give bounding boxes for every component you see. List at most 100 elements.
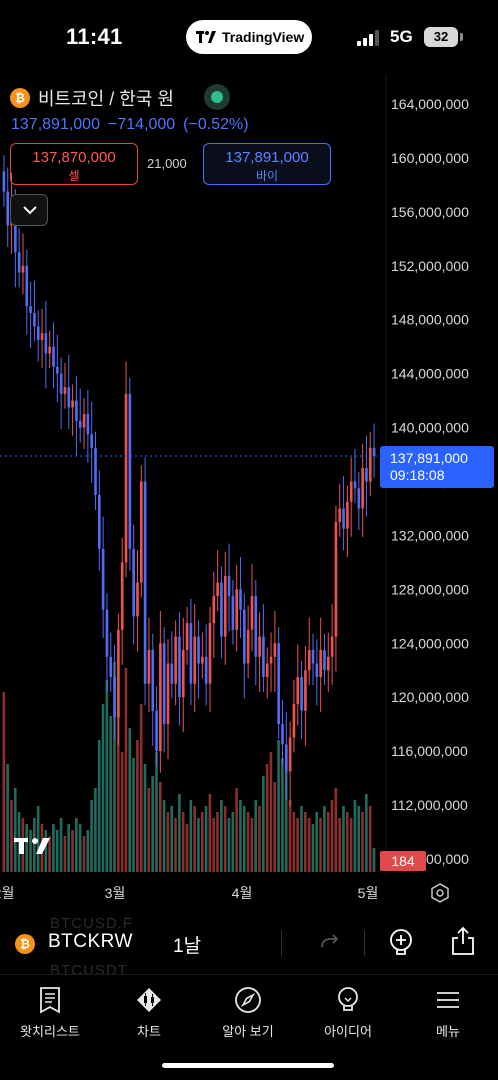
candle-body xyxy=(239,589,242,610)
volume-bar xyxy=(330,800,334,872)
volume-bar xyxy=(116,692,120,872)
volume-bar xyxy=(216,812,219,872)
status-time: 11:41 xyxy=(66,24,123,49)
chart-settings-icon[interactable] xyxy=(430,883,450,903)
candle-body xyxy=(216,582,219,597)
volume-bar xyxy=(284,770,288,872)
volume-bar xyxy=(97,740,101,872)
volume-bar xyxy=(212,818,216,872)
volume-bar xyxy=(52,824,55,872)
candle-body xyxy=(338,508,342,522)
candle-body xyxy=(269,656,273,664)
tab-label: 알아 보기 xyxy=(222,1024,274,1039)
volume-bar xyxy=(197,818,200,872)
volume-bar xyxy=(155,752,158,872)
buy-button[interactable]: 137,891,000 바이 xyxy=(203,143,331,185)
ghost-symbol-1: BTCUSD.F xyxy=(50,915,133,932)
volume-bar xyxy=(178,794,181,872)
candle-body xyxy=(71,400,74,408)
volume-bar xyxy=(101,704,105,872)
candle-body xyxy=(258,636,261,657)
candle-body xyxy=(285,744,288,772)
x-tick-label: 2월 xyxy=(0,885,14,901)
y-tick-label: 152,000,000 xyxy=(391,258,469,274)
candle-body xyxy=(372,447,376,457)
volume-bar xyxy=(262,776,265,872)
volume-bar xyxy=(292,812,296,872)
interval-button[interactable]: 1날 xyxy=(173,936,202,957)
tradingview-pill[interactable]: TradingView xyxy=(186,20,312,54)
tab-menu[interactable]: 메뉴 xyxy=(398,985,498,1040)
volume-bar xyxy=(296,818,299,872)
tab-explore[interactable]: 알아 보기 xyxy=(198,985,298,1040)
candle-body xyxy=(292,703,296,738)
spread-value: 21,000 xyxy=(147,156,187,171)
volume-bar xyxy=(29,830,32,872)
candle-body xyxy=(36,326,40,340)
price-change: −714,000 xyxy=(107,116,176,133)
candle-body xyxy=(334,521,338,637)
tab-label: 차트 xyxy=(137,1024,161,1039)
bottom-tab-bar: 왓치리스트 차트 알아 보기 아이디어 메뉴 xyxy=(0,974,498,1080)
battery-icon: 32 xyxy=(424,27,458,47)
volume-bar xyxy=(254,800,257,872)
buy-price: 137,891,000 xyxy=(225,149,309,166)
candle-body xyxy=(178,636,181,698)
candle-body xyxy=(90,434,93,448)
signal-icon xyxy=(357,30,379,46)
y-tick-label: 144,000,000 xyxy=(391,366,469,382)
y-tick-label: 116,000,000 xyxy=(391,743,468,759)
volume-bar xyxy=(220,800,223,872)
volume-bar xyxy=(139,704,143,872)
candle-body xyxy=(315,663,319,677)
volume-bar xyxy=(170,806,174,872)
candle-body xyxy=(193,636,197,684)
chart-area[interactable]: 164,000,000 160,000,000 156,000,000 152,000… xyxy=(0,75,498,910)
volume-bar xyxy=(223,806,227,872)
volume-bar xyxy=(269,752,273,872)
candle-body xyxy=(170,663,174,684)
candle-body xyxy=(201,656,204,664)
sell-button[interactable]: 137,870,000 셀 xyxy=(10,143,138,185)
volume-bar xyxy=(90,800,93,872)
volume-bar xyxy=(151,776,154,872)
candle-body xyxy=(151,650,155,711)
candle-body xyxy=(330,636,334,657)
candle-body xyxy=(14,205,17,253)
candle-body xyxy=(174,636,177,684)
volume-bar xyxy=(334,788,338,872)
candle-body xyxy=(342,508,345,529)
candle-body xyxy=(353,481,357,489)
candle-body xyxy=(243,609,246,664)
volume-bar xyxy=(303,812,307,872)
network-type: 5G xyxy=(390,27,413,46)
add-indicator-icon[interactable] xyxy=(388,928,414,956)
candle-body xyxy=(361,468,364,509)
tab-watchlist[interactable]: 왓치리스트 xyxy=(0,985,100,1040)
tab-ideas[interactable]: 아이디어 xyxy=(298,985,398,1040)
volume-bar xyxy=(94,788,97,872)
symbol-ticker-button[interactable]: BTCKRW xyxy=(48,931,133,952)
candle-body xyxy=(357,488,361,509)
price-chart[interactable]: 164,000,000 160,000,000 156,000,000 152,000… xyxy=(0,75,498,910)
collapse-legend-button[interactable] xyxy=(10,194,48,226)
share-icon[interactable] xyxy=(450,926,476,956)
candle-body xyxy=(75,400,78,421)
volume-bar xyxy=(250,818,254,872)
candle-body xyxy=(17,252,21,273)
volume-bar xyxy=(136,740,139,872)
candle-body xyxy=(25,265,29,307)
watchlist-icon xyxy=(40,987,60,1014)
volume-bar xyxy=(365,794,368,872)
volume-bar xyxy=(86,830,90,872)
battery-tip xyxy=(460,33,463,41)
volume-bar xyxy=(372,848,376,872)
candle-body xyxy=(44,333,48,354)
tab-label: 아이디어 xyxy=(324,1024,372,1039)
volume-bar xyxy=(357,806,361,872)
volume-bar xyxy=(315,812,319,872)
tab-chart[interactable]: 차트 xyxy=(99,985,199,1040)
symbol-header[interactable]: ₿ 비트코인 / 한국 원 xyxy=(10,88,174,109)
redo-icon[interactable] xyxy=(319,932,341,952)
volume-bar xyxy=(307,818,311,872)
